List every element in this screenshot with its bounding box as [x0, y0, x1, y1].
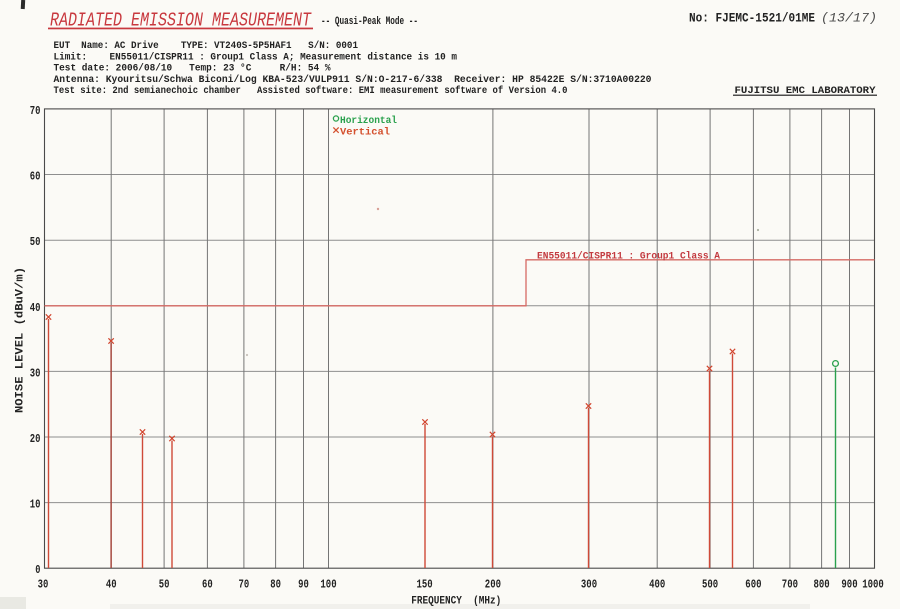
svg-text:No: FJEMC-1521/01ME: No: FJEMC-1521/01ME: [689, 12, 815, 26]
svg-text:EUT Name: AC Drive TYPE: V: EUT Name: AC Drive TYPE: VT240S-5P5HAF1 …: [54, 40, 359, 52]
svg-text:50: 50: [30, 235, 41, 249]
svg-text:-- Quasi-Peak Mode --: -- Quasi-Peak Mode --: [321, 16, 418, 28]
svg-text:(13/17): (13/17): [821, 11, 877, 26]
svg-text:800: 800: [814, 578, 830, 592]
svg-text:Test site: 2nd semianechoic ch: Test site: 2nd semianechoic chamber Assi…: [54, 85, 568, 97]
svg-text:300: 300: [581, 578, 597, 592]
svg-text:Horizontal: Horizontal: [340, 115, 397, 127]
svg-text:NOISE LEVEL (dBuV/m): NOISE LEVEL (dBuV/m): [15, 267, 27, 413]
svg-text:Antenna: Kyouritsu/Schwa Bicon: Antenna: Kyouritsu/Schwa Biconi/Log KBA-…: [54, 74, 652, 86]
svg-text:10: 10: [30, 498, 41, 512]
svg-text:100: 100: [320, 578, 336, 592]
svg-text:70: 70: [239, 578, 250, 592]
svg-text:30: 30: [38, 578, 49, 592]
svg-text:500: 500: [702, 578, 718, 592]
svg-text:400: 400: [649, 578, 665, 592]
svg-text:30: 30: [30, 366, 41, 380]
svg-text:FREQUENCY (MHz): FREQUENCY (MHz): [411, 595, 501, 607]
svg-text:700: 700: [782, 578, 798, 592]
svg-text:90: 90: [298, 578, 309, 592]
svg-text:Vertical: Vertical: [340, 127, 390, 139]
svg-text:60: 60: [30, 170, 41, 184]
svg-text:RADIATED EMISSION MEASUREMENT: RADIATED EMISSION MEASUREMENT: [50, 10, 312, 32]
svg-text:150: 150: [417, 578, 433, 592]
svg-text:200: 200: [485, 578, 501, 592]
svg-text:EN55011/CISPR11 : Group1 Class: EN55011/CISPR11 : Group1 Class A: [537, 251, 720, 263]
svg-text:40: 40: [106, 578, 117, 592]
svg-text:80: 80: [270, 578, 281, 592]
svg-text:60: 60: [202, 578, 213, 592]
svg-text:Test date: 2006/08/10 Temp:: Test date: 2006/08/10 Temp: 23 °C R/H: 5…: [54, 63, 331, 75]
svg-text:Limit: EN55011/CISPR11 : Gr: Limit: EN55011/CISPR11 : Group1 Class A;…: [54, 51, 458, 63]
svg-text:70: 70: [30, 104, 41, 118]
svg-text:40: 40: [30, 301, 41, 315]
svg-text:FUJITSU EMC LABORATORY: FUJITSU EMC LABORATORY: [735, 85, 877, 97]
svg-text:20: 20: [30, 432, 41, 446]
svg-text:0: 0: [35, 563, 40, 577]
svg-text:600: 600: [745, 578, 761, 592]
svg-text:1000: 1000: [862, 578, 884, 592]
svg-text:50: 50: [159, 578, 170, 592]
svg-text:900: 900: [841, 578, 857, 592]
